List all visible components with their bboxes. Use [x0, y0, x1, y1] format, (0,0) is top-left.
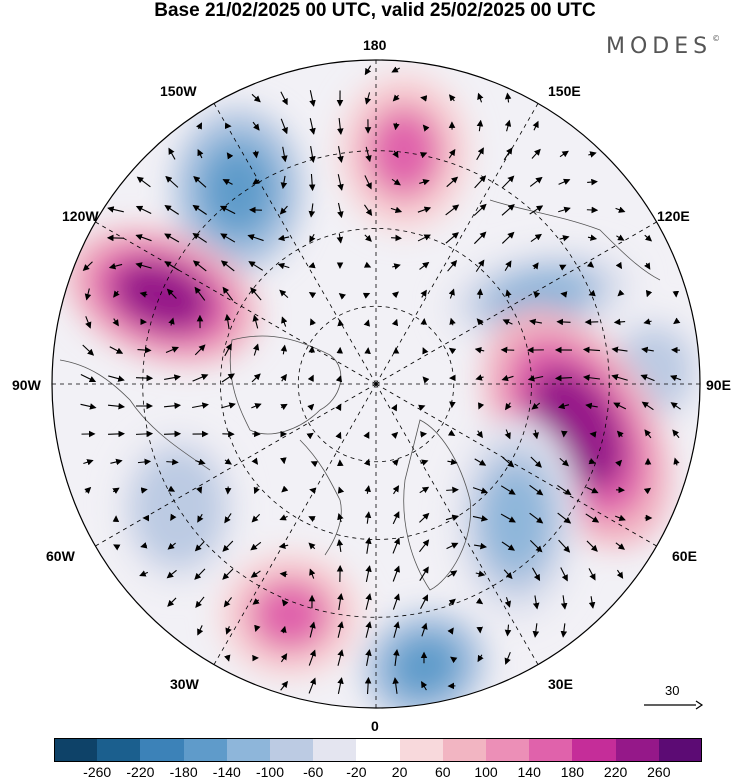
wind-arrow: [256, 629, 257, 631]
colorbar-bin: [616, 738, 659, 762]
colorbar-tick-label: -60: [303, 764, 323, 780]
chart-title: Base 21/02/2025 00 UTC, valid 25/02/2025…: [0, 0, 750, 22]
colorbar-tick-label: 20: [392, 764, 408, 780]
colorbar-tick-label: 100: [474, 764, 497, 780]
lon-label-150e: 150E: [548, 83, 581, 99]
lon-label-90e: 90E: [706, 377, 731, 393]
positive-anomaly: [254, 583, 327, 647]
wind-arrow: [340, 320, 341, 323]
colorbar-ticks: -260 -220 -180 -140 -100 -60 -20 20 60 100 140 180 2…: [0, 764, 750, 784]
colorbar-tick-label: 140: [518, 764, 541, 780]
lon-label-30w: 30W: [170, 676, 199, 692]
wind-arrow: [557, 322, 570, 323]
lon-label-60e: 60E: [672, 548, 697, 564]
colorbar-bin: [313, 738, 356, 762]
lon-label-180: 180: [363, 37, 386, 53]
colorbar-bin: [270, 738, 313, 762]
lon-label-0: 0: [371, 718, 379, 734]
colorbar-bin: [184, 738, 227, 762]
wind-arrow: [164, 434, 180, 435]
colorbar: [54, 738, 702, 762]
colorbar-bin: [486, 738, 529, 762]
colorbar-tick-label: -100: [256, 764, 284, 780]
colorbar-tick-label: -260: [83, 764, 111, 780]
colorbar-bin: [356, 738, 399, 762]
colorbar-bin: [572, 738, 615, 762]
modes-logo: MODES©: [606, 34, 720, 59]
wind-arrow: [136, 434, 152, 435]
wind-arrow: [446, 490, 458, 491]
colorbar-bin: [400, 738, 443, 762]
wind-arrow: [136, 378, 152, 379]
lon-label-120w: 120W: [62, 208, 99, 224]
colorbar-bin: [529, 738, 572, 762]
lon-label-150w: 150W: [160, 83, 197, 99]
wind-arrow: [422, 434, 426, 435]
wind-arrow: [108, 434, 124, 435]
colorbar-bin: [659, 738, 702, 762]
lon-label-120e: 120E: [657, 208, 690, 224]
wind-arrow: [423, 125, 424, 126]
colorbar-tick-label: -20: [346, 764, 366, 780]
colorbar-bin: [97, 738, 140, 762]
colorbar-bin: [54, 738, 97, 762]
colorbar-tick-label: 180: [561, 764, 584, 780]
negative-anomaly: [204, 148, 271, 232]
colorbar-tick-label: 220: [604, 764, 627, 780]
colorbar-tick-label: -140: [213, 764, 241, 780]
copyright-mark: ©: [712, 34, 720, 43]
wind-arrow: [166, 462, 177, 463]
colorbar-tick-label: -180: [170, 764, 198, 780]
colorbar-tick-label: 60: [435, 764, 451, 780]
lon-label-30e: 30E: [548, 676, 573, 692]
vector-scale-label: 30: [665, 683, 679, 698]
wind-arrow: [391, 238, 401, 239]
wind-arrow: [564, 432, 565, 437]
brand-text: MODES: [606, 34, 712, 59]
lon-label-90w: 90W: [12, 377, 41, 393]
wind-arrow: [310, 490, 313, 491]
vector-scale-arrow: [640, 698, 704, 712]
colorbar-bin: [443, 738, 486, 762]
colorbar-bin: [227, 738, 270, 762]
wind-arrow: [424, 319, 425, 325]
wind-arrow: [340, 294, 341, 295]
colorbar-tick-label: 260: [647, 764, 670, 780]
lon-label-60w: 60W: [46, 548, 75, 564]
colorbar-tick-label: -220: [126, 764, 154, 780]
colorbar-bin: [140, 738, 183, 762]
